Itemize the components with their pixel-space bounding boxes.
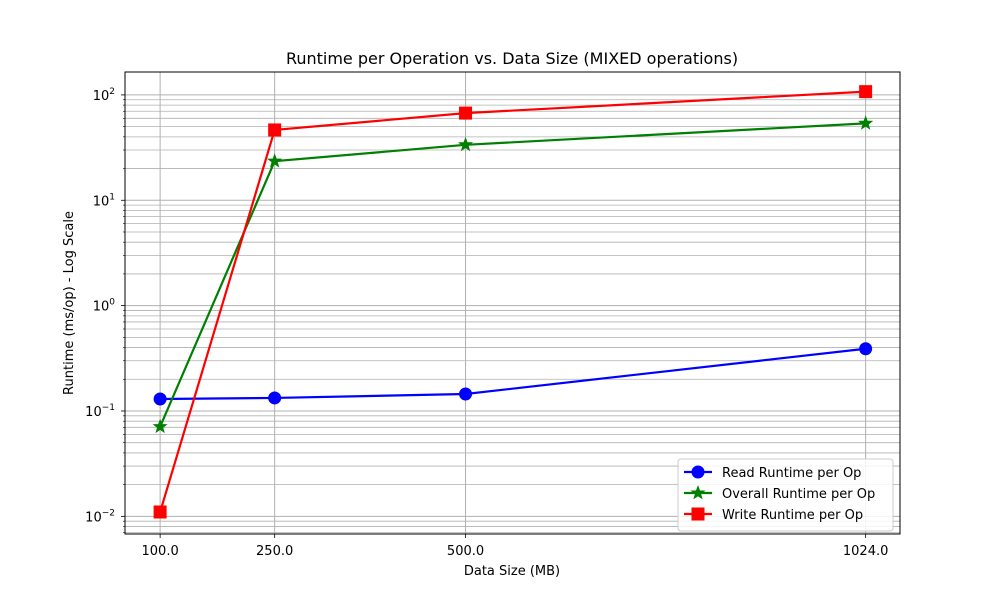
x-tick-label: 500.0: [447, 544, 484, 559]
data-point-write: [153, 505, 167, 519]
legend: Read Runtime per Op Overall Runtime per O…: [677, 458, 894, 532]
data-point-write: [859, 85, 873, 99]
grid: [125, 72, 900, 534]
series-read: [153, 342, 873, 406]
y-tick-label: 102: [93, 87, 115, 104]
data-point-overall: [267, 153, 283, 168]
y-axis-label: Runtime (ms/op) - Log Scale: [62, 211, 77, 395]
series-line-write: [159, 90, 866, 513]
series-overall: [152, 115, 874, 434]
legend-marker-read: [691, 465, 705, 479]
legend-label-overall: Overall Runtime per Op: [722, 487, 875, 502]
plot-frame: [124, 71, 901, 535]
legend-label-write: Write Runtime per Op: [722, 508, 863, 523]
data-point-write: [268, 123, 282, 137]
data-point-overall: [858, 115, 874, 130]
series-line-read: [160, 347, 866, 401]
y-tick-label: 100: [93, 298, 116, 315]
data-point-read: [268, 391, 282, 405]
y-tick-label: 101: [93, 192, 115, 209]
x-tick-label: 250.0: [256, 544, 293, 559]
x-tick-label: 1024.0: [843, 544, 889, 559]
axes: 100.0 250.0 500.0 1024.0 10−2 10−1 100 101 102: [85, 87, 888, 559]
data-point-read: [459, 387, 473, 401]
chart-title: Runtime per Operation vs. Data Size (MIX…: [286, 49, 738, 68]
legend-box: [677, 458, 894, 532]
series-line-overall: [159, 122, 866, 428]
data-point-read: [859, 342, 873, 356]
data-point-overall: [152, 418, 168, 434]
series-layer: [152, 85, 874, 519]
legend-marker-overall: [690, 485, 706, 500]
y-tick-label: 10−2: [85, 508, 115, 525]
x-axis-label: Data Size (MB): [464, 564, 560, 579]
y-tick-label: 10−1: [85, 403, 115, 420]
data-point-read: [153, 392, 167, 406]
x-tick-label: 100.0: [142, 544, 179, 559]
legend-label-read: Read Runtime per Op: [722, 466, 861, 481]
data-point-write: [459, 106, 473, 120]
data-point-overall: [457, 136, 474, 152]
series-write: [153, 85, 873, 519]
legend-marker-write: [691, 507, 705, 521]
